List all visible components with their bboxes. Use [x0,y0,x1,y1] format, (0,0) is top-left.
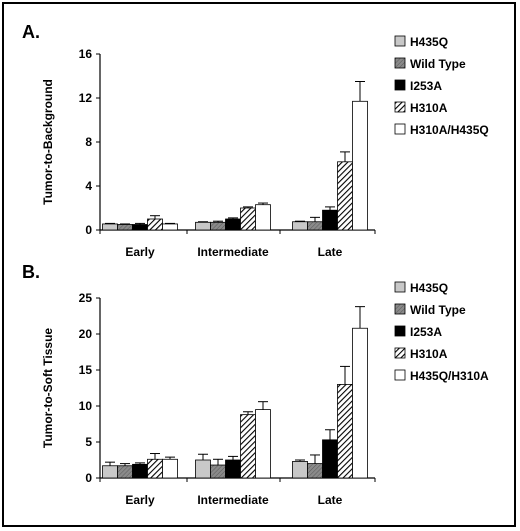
x-category-label: Late [318,493,343,507]
legend-swatch [394,101,406,113]
bar [102,223,118,231]
legend-label: H435Q/H310A [410,369,489,383]
bar [240,207,256,231]
bar [102,465,118,479]
x-category-label: Intermediate [197,493,269,507]
y-tick-label: 0 [85,223,92,237]
legend-swatch [394,281,406,293]
legend-label: H435Q [410,35,448,49]
legend-swatch [394,57,406,69]
legend-swatch [394,79,406,91]
bar [322,439,338,479]
bar [352,327,368,479]
bar [147,218,163,231]
panel-label: B. [22,262,40,282]
bar [210,221,226,231]
bar [292,221,308,231]
bar [307,463,323,479]
legend-label: H310A [410,101,448,115]
bar [322,209,338,231]
legend-swatch [394,123,406,135]
bar [210,464,226,479]
bar [292,461,308,479]
legend-swatch [394,325,406,337]
x-category-label: Early [125,493,155,507]
y-tick-label: 15 [79,363,93,377]
bar [132,463,148,479]
legend-swatch [394,369,406,381]
bar [195,221,211,231]
legend-label: H310A/H435Q [410,123,489,137]
bar [352,100,368,231]
bar [255,409,271,479]
legend-label: I253A [410,325,442,339]
bar [255,204,271,231]
y-tick-label: 5 [85,435,92,449]
y-tick-label: 4 [85,179,92,193]
bar [337,161,353,231]
y-axis-label: Tumor-to-Background [41,79,55,205]
bar [337,383,353,479]
legend-swatch [394,35,406,47]
bar [117,465,133,479]
x-category-label: Early [125,245,155,259]
bar [162,458,178,479]
legend-label: H310A [410,347,448,361]
bar [225,218,241,231]
y-tick-label: 8 [85,135,92,149]
legend-label: Wild Type [410,57,466,71]
panel-label: A. [22,22,40,42]
bar [147,458,163,479]
bar [117,224,133,231]
y-tick-label: 20 [79,327,93,341]
bar [195,459,211,479]
legend-label: I253A [410,79,442,93]
bar [225,459,241,479]
legend-label: Wild Type [410,303,466,317]
bar [240,414,256,479]
bar [307,221,323,231]
chart-panel: A. Tumor-to-Background 0 4 8 12 16 Early Interme… [22,22,489,259]
y-tick-label: 16 [79,47,93,61]
y-tick-label: 10 [79,399,93,413]
x-category-label: Late [318,245,343,259]
y-tick-label: 25 [79,291,93,305]
x-category-label: Intermediate [197,245,269,259]
y-axis-label: Tumor-to-Soft Tissue [41,328,55,449]
chart-panel: B. Tumor-to-Soft Tissue 0 5 10 15 20 25 Early Int… [22,262,489,507]
legend-swatch [394,303,406,315]
bar [162,223,178,231]
y-tick-label: 12 [79,91,93,105]
y-tick-label: 0 [85,471,92,485]
bar [132,224,148,231]
legend-label: H435Q [410,281,448,295]
legend-swatch [394,347,406,359]
